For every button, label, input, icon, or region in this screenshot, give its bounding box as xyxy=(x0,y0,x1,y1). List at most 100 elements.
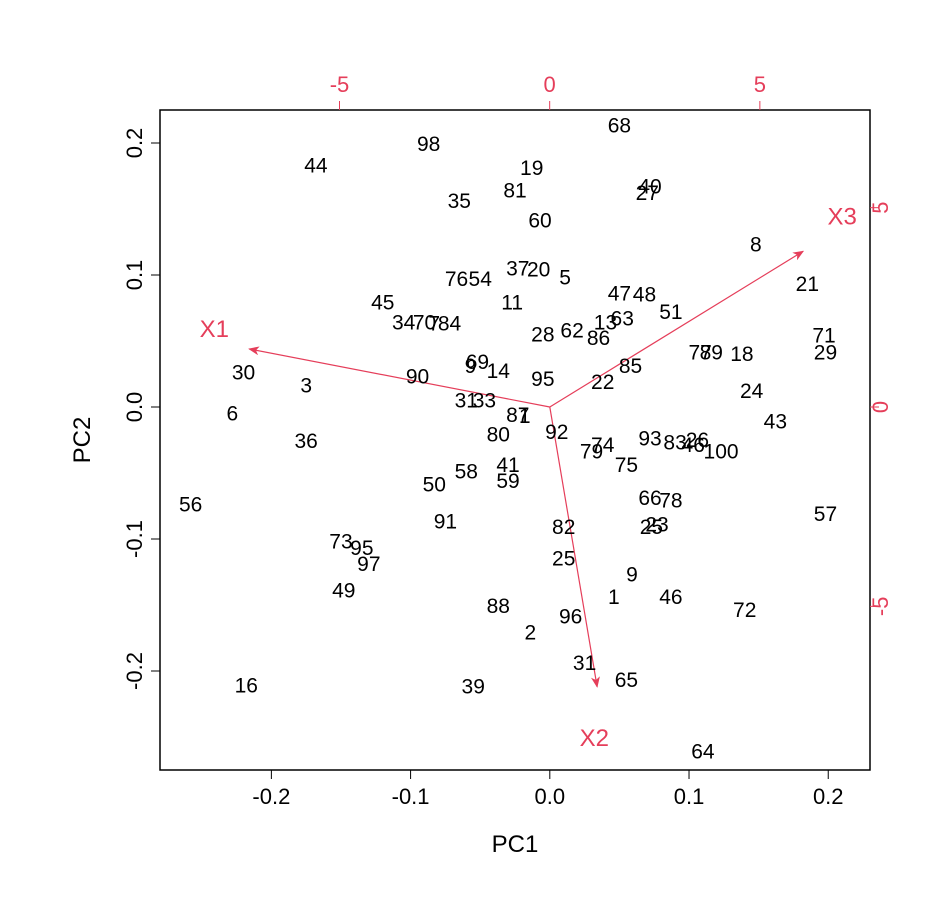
tick-label-top: 0 xyxy=(544,72,556,97)
loading-label-x2: X2 xyxy=(580,725,609,752)
observation-label: 20 xyxy=(527,259,550,282)
observation-label: 97 xyxy=(357,553,380,576)
observation-label: 5 xyxy=(559,267,571,290)
observation-label: 56 xyxy=(179,494,202,517)
observation-label: 9 xyxy=(626,564,638,587)
observation-label: 36 xyxy=(294,430,317,453)
observation-label: 58 xyxy=(455,461,478,484)
observation-label: 24 xyxy=(740,380,764,403)
observation-label: 80 xyxy=(487,424,510,447)
observation-label: 37 xyxy=(506,257,529,280)
observation-label: 18 xyxy=(730,343,753,366)
loading-label-x1: X1 xyxy=(200,316,229,343)
observation-label: 22 xyxy=(591,371,614,394)
observation-label: 64 xyxy=(691,740,715,763)
tick-label-bottom: 0.0 xyxy=(535,784,566,809)
observation-label: 46 xyxy=(682,434,705,457)
biplot-chart: -0.2 -0.1 0.0 0.1 0.2 PC1 -0.2 -0.1 0.0 0.1 0.2 PC2… xyxy=(0,0,946,914)
observation-label: 9 xyxy=(465,355,477,378)
observation-label: 40 xyxy=(638,175,661,198)
observation-label: 78 xyxy=(659,490,682,513)
observation-label: 25 xyxy=(640,516,663,539)
tick-label-left: 0.2 xyxy=(122,128,147,159)
observation-label: 16 xyxy=(235,674,258,697)
observation-label: 45 xyxy=(371,292,394,315)
observation-label: 84 xyxy=(438,313,462,336)
tick-label-top: -5 xyxy=(330,72,350,97)
observation-label: 11 xyxy=(501,292,523,315)
observation-label: 81 xyxy=(503,179,526,202)
observation-label: 1 xyxy=(608,586,620,609)
observation-label: 88 xyxy=(487,595,510,618)
observation-label: 31 xyxy=(455,389,478,412)
axis-title-pc2: PC2 xyxy=(69,417,96,464)
observation-label: 48 xyxy=(633,284,656,307)
tick-label-bottom: -0.2 xyxy=(252,784,290,809)
observation-label: 68 xyxy=(608,115,631,138)
tick-label-top: 5 xyxy=(754,72,766,97)
plot-border xyxy=(160,110,870,770)
tick-label-left: -0.1 xyxy=(122,520,147,558)
observation-label: 1 xyxy=(519,405,531,428)
observation-label: 7 xyxy=(428,313,440,336)
observation-label: 66 xyxy=(638,487,661,510)
observation-label: 62 xyxy=(560,319,583,342)
tick-label-bottom: 0.2 xyxy=(813,784,844,809)
tick-label-left: -0.2 xyxy=(122,652,147,690)
observation-label: 39 xyxy=(462,676,485,699)
observation-label: 100 xyxy=(704,441,739,464)
observation-label: 50 xyxy=(423,474,446,497)
observation-label: 63 xyxy=(611,307,634,330)
tick-label-right: 0 xyxy=(868,401,893,413)
observation-label: 57 xyxy=(814,503,837,526)
tick-label-left: 0.1 xyxy=(122,260,147,291)
chart-svg: -0.2 -0.1 0.0 0.1 0.2 PC1 -0.2 -0.1 0.0 0.1 0.2 PC2… xyxy=(0,0,946,914)
observation-label: 51 xyxy=(659,301,682,324)
observation-label: 46 xyxy=(659,586,682,609)
observation-label: 43 xyxy=(764,410,787,433)
observation-label: 71 xyxy=(812,325,835,348)
loading-label-x3: X3 xyxy=(827,204,856,231)
observation-label: 73 xyxy=(329,531,352,554)
observation-label: 31 xyxy=(573,652,596,675)
observation-label: 89 xyxy=(700,342,723,365)
observation-label: 96 xyxy=(559,606,582,629)
observation-label: 8 xyxy=(750,234,762,257)
observation-label: 60 xyxy=(528,210,551,233)
observation-label: 82 xyxy=(552,516,575,539)
axis-title-pc1: PC1 xyxy=(492,831,539,858)
observation-label: 65 xyxy=(615,669,638,692)
observation-label: 19 xyxy=(520,157,543,180)
tick-label-right: 5 xyxy=(868,202,893,214)
tick-label-left: 0.0 xyxy=(122,392,147,423)
observation-label: 28 xyxy=(531,323,554,346)
observation-label: 47 xyxy=(608,282,631,305)
observation-label: 76 xyxy=(445,268,468,291)
observation-label: 95 xyxy=(531,368,554,391)
observation-label: 21 xyxy=(796,273,819,296)
observation-label: 75 xyxy=(615,454,638,477)
observation-label: 91 xyxy=(434,511,457,534)
observation-label: 54 xyxy=(469,268,493,291)
observation-label: 35 xyxy=(448,190,471,213)
observation-label: 44 xyxy=(304,154,328,177)
observation-label: 86 xyxy=(587,327,610,350)
observation-label: 93 xyxy=(638,428,661,451)
observation-label: 49 xyxy=(332,579,355,602)
observation-label: 72 xyxy=(733,599,756,622)
observation-label: 92 xyxy=(545,421,568,444)
tick-label-right: -5 xyxy=(868,597,893,617)
observation-label: 59 xyxy=(496,470,519,493)
observation-label: 25 xyxy=(552,548,575,571)
observation-label: 98 xyxy=(417,133,440,156)
tick-label-bottom: -0.1 xyxy=(392,784,430,809)
observation-label: 14 xyxy=(487,360,511,383)
observation-label: 79 xyxy=(580,441,603,464)
tick-label-bottom: 0.1 xyxy=(674,784,705,809)
observation-label: 3 xyxy=(300,375,312,398)
observation-label: 90 xyxy=(406,366,429,389)
observation-label: 30 xyxy=(232,362,255,385)
observation-label: 6 xyxy=(227,402,239,425)
observation-label: 2 xyxy=(524,622,536,645)
observation-label: 85 xyxy=(619,355,642,378)
